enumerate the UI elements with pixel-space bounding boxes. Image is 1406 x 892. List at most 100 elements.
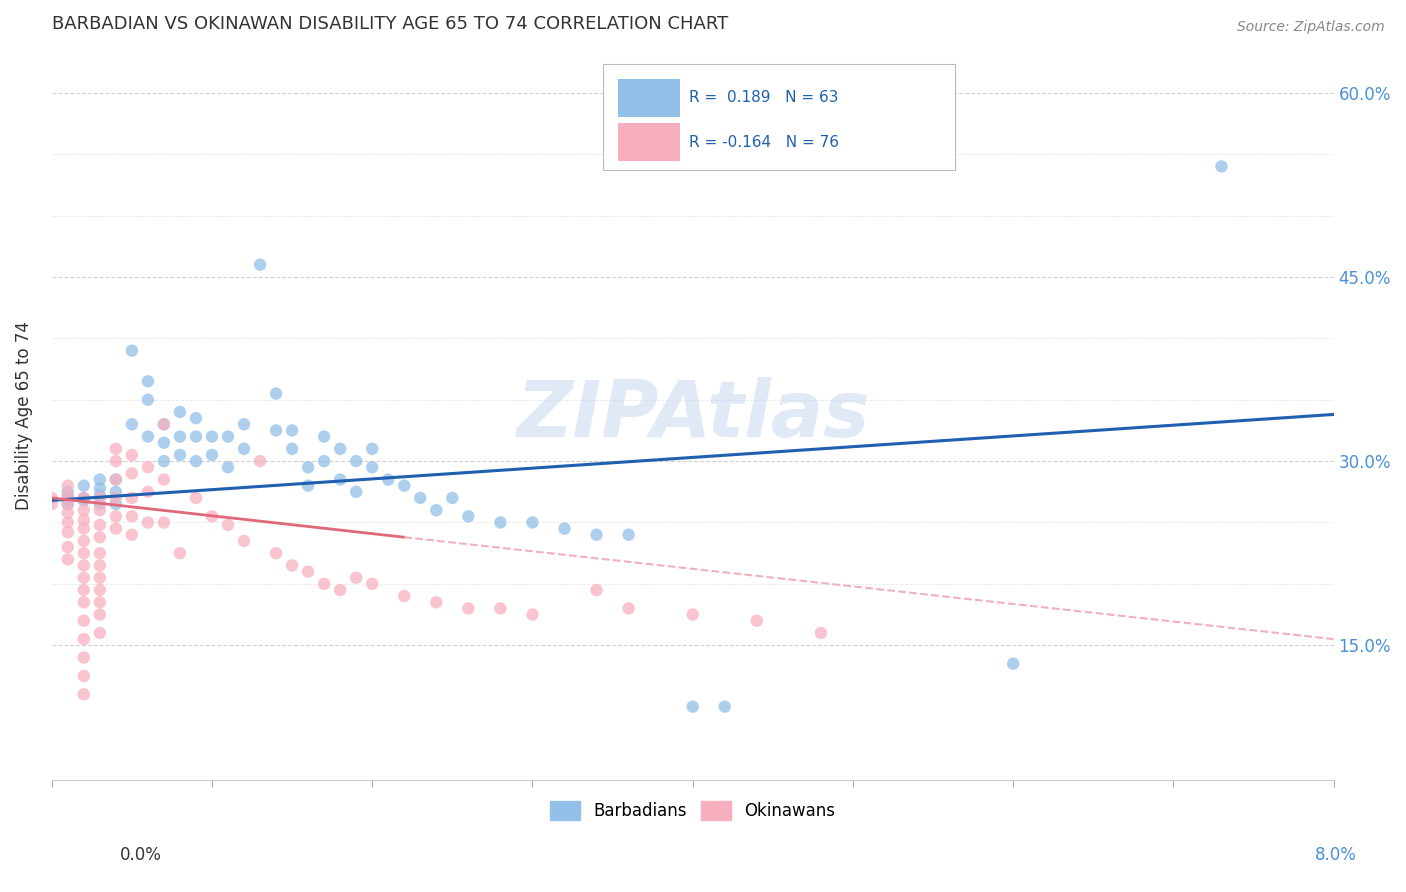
Point [201,448,224,462]
Point [41,497,63,511]
Point [394,589,416,603]
Point [585,582,607,597]
Point [745,614,768,628]
Point [361,460,384,475]
Point [617,528,640,542]
Point [73,582,96,597]
Point [89,626,111,640]
Point [249,454,271,468]
Point [104,497,127,511]
Point [121,528,143,542]
Point [89,530,111,544]
Y-axis label: Disability Age 65 to 74: Disability Age 65 to 74 [15,320,32,509]
Point [89,518,111,533]
Point [169,546,191,560]
Point [136,374,159,388]
Point [314,454,336,468]
Point [89,491,111,505]
Point [89,481,111,495]
Point [73,571,96,585]
Point [73,687,96,701]
Point [217,429,239,443]
Point [89,558,111,573]
Point [153,417,176,432]
Text: Source: ZipAtlas.com: Source: ZipAtlas.com [1237,20,1385,34]
Point [89,473,111,487]
Point [329,442,352,456]
Point [136,484,159,499]
Point [233,442,256,456]
Point [104,484,127,499]
Point [233,417,256,432]
Point [41,491,63,505]
Point [73,493,96,508]
Point [73,491,96,505]
Point [344,454,367,468]
Point [89,488,111,502]
Point [1211,160,1233,174]
Point [153,417,176,432]
Point [361,442,384,456]
Point [153,454,176,468]
FancyBboxPatch shape [619,123,681,161]
Point [104,509,127,524]
FancyBboxPatch shape [603,64,956,170]
Point [56,516,79,530]
Point [153,473,176,487]
Point [394,478,416,492]
Point [264,546,287,560]
Point [121,467,143,481]
Point [73,533,96,548]
Point [264,424,287,438]
Point [136,460,159,475]
Point [104,473,127,487]
Point [713,699,735,714]
Text: 0.0%: 0.0% [120,846,162,863]
Point [73,669,96,683]
Point [121,417,143,432]
Text: R = -0.164   N = 76: R = -0.164 N = 76 [689,135,839,150]
Point [314,429,336,443]
Point [73,546,96,560]
Point [104,473,127,487]
Point [329,473,352,487]
Text: 8.0%: 8.0% [1315,846,1357,863]
Point [297,460,319,475]
Point [425,503,447,517]
Point [121,491,143,505]
Point [329,582,352,597]
Text: R =  0.189   N = 63: R = 0.189 N = 63 [689,90,838,105]
Point [522,607,544,622]
Point [104,442,127,456]
Point [56,552,79,566]
Point [56,540,79,554]
Point [617,601,640,615]
Point [73,491,96,505]
Point [217,460,239,475]
Point [217,518,239,533]
Point [184,454,207,468]
Point [73,503,96,517]
Point [89,503,111,517]
Point [104,454,127,468]
Legend: Barbadians, Okinawans: Barbadians, Okinawans [544,794,842,827]
Point [121,343,143,358]
Point [553,522,575,536]
Point [56,488,79,502]
Point [810,626,832,640]
Point [585,528,607,542]
Point [344,484,367,499]
Point [297,478,319,492]
Point [89,497,111,511]
Point [89,582,111,597]
Point [377,473,399,487]
Point [184,411,207,425]
Point [73,478,96,492]
Point [56,497,79,511]
FancyBboxPatch shape [619,78,681,117]
Point [169,448,191,462]
Point [104,491,127,505]
Point [73,558,96,573]
Point [89,595,111,609]
Point [56,497,79,511]
